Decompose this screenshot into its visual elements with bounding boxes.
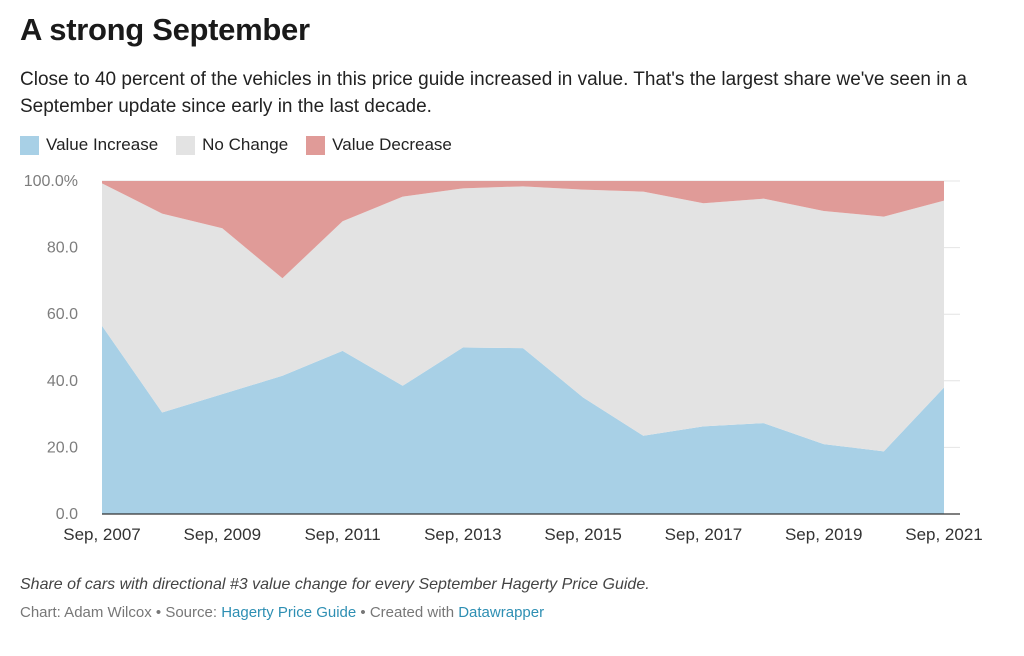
chart-byline: Chart: Adam Wilcox • Source: Hagerty Pri… bbox=[20, 604, 544, 621]
x-tick-label: Sep, 2013 bbox=[424, 525, 502, 544]
legend-item-decrease: Value Decrease bbox=[306, 135, 452, 155]
legend-swatch-no-change bbox=[176, 135, 196, 155]
datawrapper-link[interactable]: Datawrapper bbox=[458, 604, 545, 621]
legend-label-increase: Value Increase bbox=[46, 135, 159, 154]
legend: Value Increase No Change Value Decrease bbox=[20, 135, 452, 155]
source-link[interactable]: Hagerty Price Guide bbox=[221, 604, 357, 621]
legend-item-increase: Value Increase bbox=[20, 135, 158, 155]
legend-item-no-change: No Change bbox=[176, 135, 288, 155]
y-tick-label: 40.0 bbox=[47, 373, 78, 390]
area-value-decrease bbox=[102, 181, 944, 279]
x-tick-label: Sep, 2011 bbox=[304, 525, 380, 544]
y-tick-label: 80.0 bbox=[47, 240, 78, 257]
y-tick-label: 60.0 bbox=[47, 306, 78, 323]
y-tick-label: 0.0 bbox=[56, 506, 78, 523]
x-tick-label: Sep, 2017 bbox=[665, 525, 743, 544]
legend-label-decrease: Value Decrease bbox=[332, 135, 452, 154]
y-tick-label: 100.0% bbox=[24, 173, 78, 190]
chart-subtitle: Close to 40 percent of the vehicles in t… bbox=[20, 69, 967, 117]
byline-separator: • bbox=[356, 604, 370, 621]
chart-title: A strong September bbox=[20, 12, 310, 47]
legend-label-no-change: No Change bbox=[202, 135, 289, 154]
area-value-increase bbox=[102, 325, 944, 514]
x-tick-label: Sep, 2015 bbox=[544, 525, 622, 544]
area-layer bbox=[102, 181, 944, 514]
byline-separator: • bbox=[151, 604, 166, 621]
byline-created-label: Created with bbox=[369, 604, 459, 621]
x-tick-label: Sep, 2019 bbox=[785, 525, 863, 544]
byline-author: Chart: Adam Wilcox bbox=[20, 604, 152, 621]
x-tick-label: Sep, 2021 bbox=[905, 525, 983, 544]
chart-notes: Share of cars with directional #3 value … bbox=[20, 576, 650, 593]
byline-source-label: Source: bbox=[165, 604, 222, 621]
y-tick-label: 20.0 bbox=[47, 439, 78, 456]
legend-swatch-increase bbox=[20, 135, 39, 155]
legend-swatch-decrease bbox=[306, 135, 326, 155]
x-tick-label: Sep, 2009 bbox=[184, 525, 262, 544]
area-no-change bbox=[102, 183, 944, 452]
x-tick-label: Sep, 2007 bbox=[63, 525, 141, 544]
stacked-area-chart: 0.0 20.0 40.0 60.0 80.0 100.0% Sep, 2007 Sep, 2… bbox=[24, 173, 983, 544]
axis-layer: 0.0 20.0 40.0 60.0 80.0 100.0% Sep, 2007 Sep, 2… bbox=[24, 173, 983, 544]
